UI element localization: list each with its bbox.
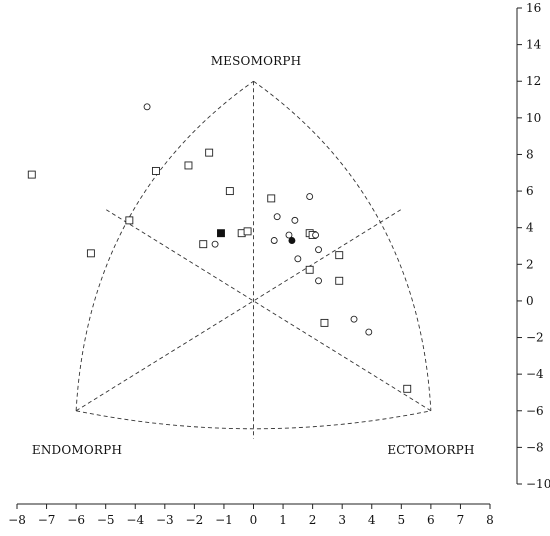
x-tick-label: −5: [97, 513, 115, 527]
y-tick-label: −8: [526, 440, 544, 454]
y-tick-label: 12: [526, 74, 541, 88]
axes: −8 −7 −6 −5 −4 −3 −2 −1 0 1 2 3 4 5 6 7 81614121086420−2…: [8, 1, 550, 527]
circle-point: [291, 216, 299, 224]
x-tick-label: 5: [397, 513, 405, 527]
y-tick-label: 16: [526, 1, 541, 15]
endo-meso-boundary: [75, 80, 254, 411]
x-tick-label: −6: [67, 513, 85, 527]
square-point: [320, 318, 329, 327]
square-point: [27, 170, 36, 179]
y-tick-label: 0: [526, 294, 534, 308]
square-point: [305, 265, 314, 274]
x-tick-label: −8: [8, 513, 26, 527]
y-tick-label: 4: [526, 221, 534, 235]
x-tick-label: 3: [338, 513, 346, 527]
circle-point: [312, 231, 320, 239]
y-tick-label: −4: [526, 367, 544, 381]
square-point: [267, 194, 276, 203]
x-tick-label: 1: [279, 513, 287, 527]
y-tick-label: 8: [526, 147, 534, 161]
circle-point: [270, 237, 278, 244]
ectomorph-label: ECTOMORPH: [387, 443, 474, 457]
endomorph-label: ENDOMORPH: [32, 443, 122, 457]
square-point: [184, 161, 193, 170]
square-point: [243, 227, 252, 236]
square-point: [199, 240, 208, 249]
somatochart-outline: [75, 80, 432, 439]
divider-left-diagonal: [75, 209, 401, 412]
circle-point: [365, 328, 373, 336]
y-tick-label: 14: [526, 38, 542, 52]
x-tick-label: −1: [215, 513, 233, 527]
endo-ecto-boundary: [76, 410, 431, 430]
square-point: [205, 148, 214, 157]
y-tick-label: 2: [526, 257, 534, 271]
y-tick-label: −10: [526, 477, 550, 491]
circle-point: [350, 315, 358, 323]
circle-point: [306, 193, 314, 201]
square-point: [151, 166, 160, 175]
square-point: [403, 384, 412, 393]
x-tick-label: −3: [156, 513, 174, 527]
x-tick-label: 4: [368, 513, 376, 527]
y-tick-label: −2: [526, 331, 544, 345]
meso-ecto-boundary: [253, 80, 432, 411]
circle-point: [294, 255, 302, 263]
circle-point: [315, 246, 322, 254]
circle-point: [143, 103, 151, 111]
x-tick-label: 2: [309, 513, 317, 527]
y-tick-label: 10: [526, 111, 541, 125]
square-point: [335, 251, 344, 260]
mesomorph-label: MESOMORPH: [211, 54, 302, 68]
x-tick-label: −7: [38, 513, 56, 527]
square-point: [225, 187, 234, 196]
data-points: [27, 103, 412, 393]
x-tick-label: 6: [427, 513, 435, 527]
square-point: [86, 249, 95, 258]
square-point: [125, 216, 134, 225]
circle-point: [315, 277, 322, 285]
circle-point: [285, 231, 293, 239]
x-tick-label: 8: [486, 513, 494, 527]
y-tick-label: 6: [526, 184, 534, 198]
x-tick-label: −2: [186, 513, 204, 527]
x-tick-label: 0: [250, 513, 258, 527]
square-filled-point: [217, 229, 225, 238]
circle-point: [273, 213, 281, 221]
y-tick-label: −6: [526, 404, 544, 418]
circle-filled-point: [288, 237, 296, 244]
x-tick-label: −4: [126, 513, 144, 527]
square-point: [335, 276, 344, 285]
divider-right-diagonal: [106, 209, 432, 412]
x-tick-label: 7: [457, 513, 465, 527]
circle-point: [211, 240, 219, 248]
